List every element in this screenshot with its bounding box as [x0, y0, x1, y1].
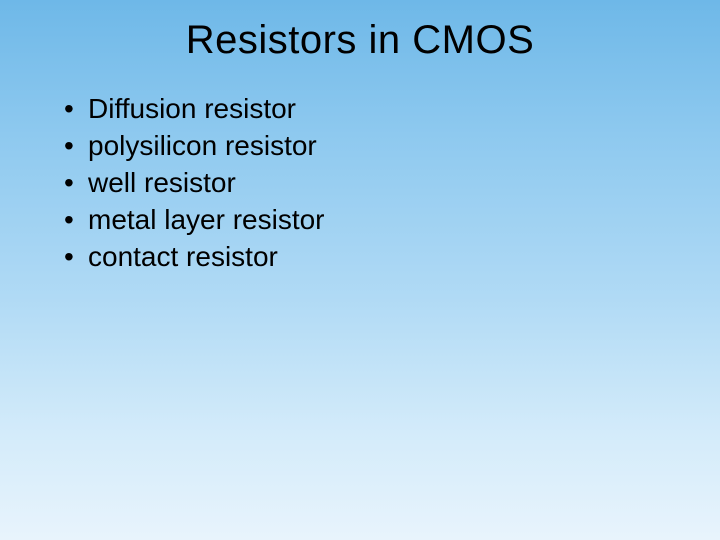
list-item: • metal layer resistor — [60, 202, 670, 237]
list-item: • Diffusion resistor — [60, 91, 670, 126]
bullet-text: polysilicon resistor — [88, 128, 317, 163]
list-item: • polysilicon resistor — [60, 128, 670, 163]
slide-container: Resistors in CMOS • Diffusion resistor •… — [0, 0, 720, 540]
bullet-icon: • — [60, 91, 88, 126]
bullet-text: well resistor — [88, 165, 236, 200]
bullet-icon: • — [60, 128, 88, 163]
list-item: • contact resistor — [60, 239, 670, 274]
list-item: • well resistor — [60, 165, 670, 200]
bullet-text: metal layer resistor — [88, 202, 325, 237]
bullet-list: • Diffusion resistor • polysilicon resis… — [50, 91, 670, 274]
bullet-icon: • — [60, 165, 88, 200]
bullet-icon: • — [60, 239, 88, 274]
bullet-text: contact resistor — [88, 239, 278, 274]
bullet-text: Diffusion resistor — [88, 91, 296, 126]
slide-title: Resistors in CMOS — [50, 18, 670, 63]
bullet-icon: • — [60, 202, 88, 237]
